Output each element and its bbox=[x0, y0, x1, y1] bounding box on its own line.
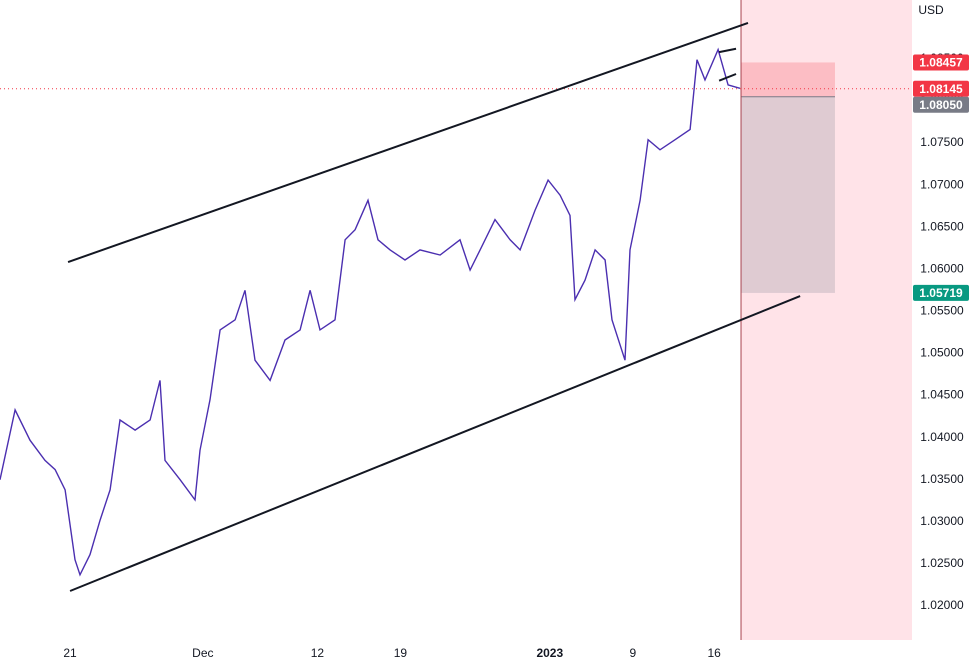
price-tag bbox=[913, 284, 969, 301]
y-tick-label: 1.02000 bbox=[920, 598, 964, 612]
target-zone bbox=[741, 96, 835, 293]
x-tick-label: Dec bbox=[192, 646, 213, 660]
price-tag bbox=[913, 80, 969, 97]
stop-zone bbox=[741, 62, 835, 97]
y-tick-label: 1.05000 bbox=[920, 346, 964, 360]
price-tag-label: 1.08050 bbox=[919, 98, 963, 112]
x-tick-label: 21 bbox=[63, 646, 77, 660]
trend-line bbox=[718, 73, 737, 82]
price-line bbox=[0, 47, 741, 577]
future-zone bbox=[741, 0, 912, 640]
y-tick-label: 1.07000 bbox=[920, 177, 964, 191]
y-tick-label: 1.03000 bbox=[920, 514, 964, 528]
y-tick-label: 1.05500 bbox=[920, 304, 964, 318]
x-tick-label: 16 bbox=[707, 646, 721, 660]
x-tick-label: 9 bbox=[629, 646, 636, 660]
x-tick-label: 2023 bbox=[536, 646, 563, 660]
y-tick-label: 1.04500 bbox=[920, 388, 964, 402]
y-tick-label: 1.06000 bbox=[920, 261, 964, 275]
price-tag-label: 1.05719 bbox=[919, 286, 963, 300]
price-tag bbox=[913, 96, 969, 113]
trend-line bbox=[69, 295, 801, 592]
y-tick-label: 1.04000 bbox=[920, 430, 964, 444]
price-tag bbox=[913, 54, 969, 71]
y-tick-label: 1.06500 bbox=[920, 219, 964, 233]
price-tag-label: 1.08457 bbox=[919, 56, 963, 70]
currency-label: USD bbox=[918, 3, 944, 17]
trend-line bbox=[67, 22, 749, 263]
trend-line bbox=[718, 47, 737, 54]
x-tick-label: 19 bbox=[394, 646, 408, 660]
y-tick-label: 1.03500 bbox=[920, 472, 964, 486]
y-tick-label: 1.07500 bbox=[920, 135, 964, 149]
price-tag-label: 1.08145 bbox=[919, 82, 963, 96]
y-tick-label: 1.02500 bbox=[920, 556, 964, 570]
x-tick-label: 12 bbox=[311, 646, 325, 660]
